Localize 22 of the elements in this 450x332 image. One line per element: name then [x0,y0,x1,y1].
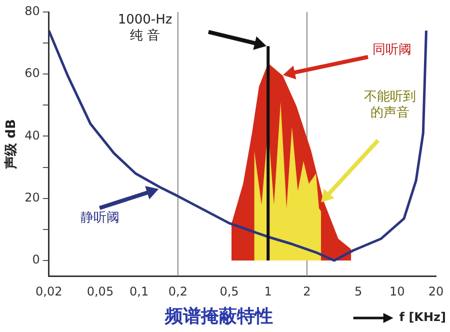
text: 频谱掩蔽特性 [164,306,273,327]
x-tick-label: 20 [428,284,444,298]
x-tick-label: 5 [354,284,362,298]
annotation: 同听阈 [372,42,412,58]
annotation: 静听阈 [80,210,120,226]
x-tick-label: 1 [264,284,272,298]
y-tick-label: 80 [24,4,40,18]
x-tick-label: 0,05 [86,284,114,298]
y-tick-label: 20 [24,190,40,204]
x-tick-label: 0,2 [168,284,188,298]
x-tick-label: 2 [303,284,311,298]
x-tick-label: 0,5 [220,284,239,298]
x-tick-label: 0,02 [36,284,62,298]
x-tick-label: 0,1 [130,284,149,298]
y-axis-title: 声级 dB [4,119,20,170]
annotation: 1000-Hz 纯 音 [118,12,172,44]
y-tick-label: 40 [24,128,40,142]
y-tick-label: 0 [32,252,40,267]
y-tick-label: 60 [24,66,40,80]
x-tick-label: 10 [390,284,405,298]
annotation: 不能听到的声音 [364,89,416,120]
x-axis-title: f [KHz] [399,310,446,324]
